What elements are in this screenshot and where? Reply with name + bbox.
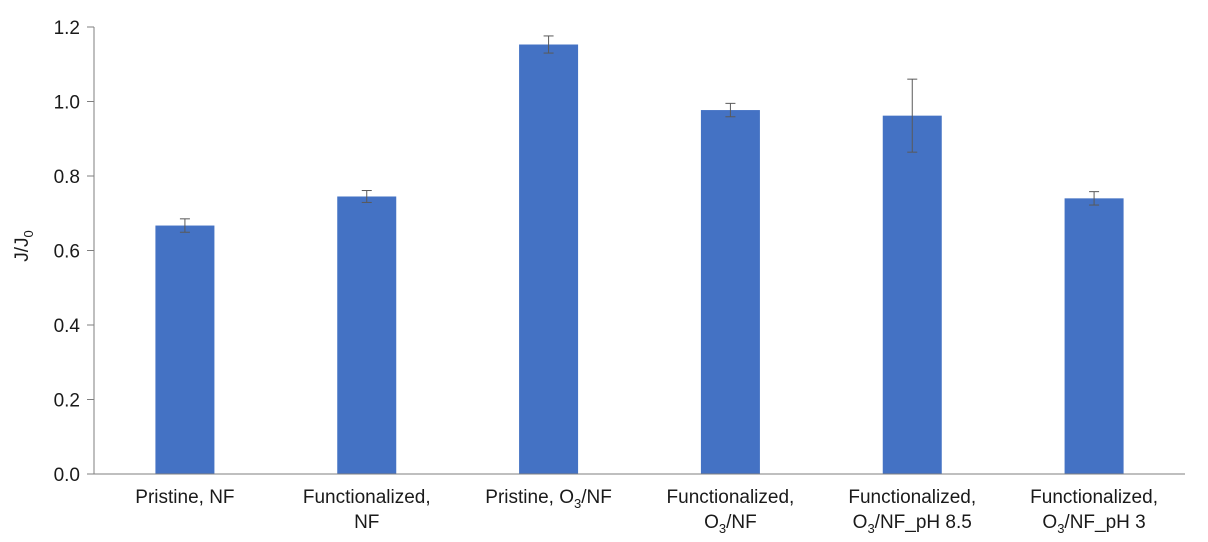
subscript: 3 <box>867 521 874 536</box>
x-category-label-line: Functionalized, <box>1030 487 1158 508</box>
subscript: 3 <box>574 496 581 511</box>
bar <box>337 196 397 475</box>
label-text: /NF <box>726 512 757 533</box>
error-bars <box>179 35 1100 233</box>
y-tick-label: 0.4 <box>54 316 81 337</box>
label-text: Pristine, NF <box>135 487 234 508</box>
bar <box>700 110 760 474</box>
y-tick-label: 1.2 <box>54 18 80 39</box>
y-tick-label: 1.0 <box>54 93 80 114</box>
x-category-label: Functionalized, O3/NF_pH 8.5 <box>848 487 976 536</box>
bar <box>155 225 215 474</box>
bar <box>519 44 579 474</box>
x-category-label: Functionalized, NF <box>303 487 431 533</box>
x-category-label-line: Functionalized, <box>303 487 431 508</box>
label-text: /NF_pH 3 <box>1064 512 1145 533</box>
label-text: /NF <box>581 487 612 508</box>
subscript: 3 <box>1057 521 1064 536</box>
x-category-label: Functionalized, O3/NF_pH 3 <box>1030 487 1158 536</box>
label-text: Pristine, O <box>485 487 574 508</box>
bars <box>155 44 1124 475</box>
y-tick-label: 0.6 <box>54 242 80 263</box>
x-category-label-line: Functionalized, <box>667 487 795 508</box>
x-category-label-line: O3/NF <box>704 512 757 536</box>
bar <box>1064 198 1124 474</box>
x-category-label-line: O3/NF_pH 3 <box>1042 512 1145 536</box>
x-category-label: Functionalized, O3/NF <box>667 487 795 536</box>
subscript: 3 <box>719 521 726 536</box>
x-category-label-line: Pristine, NF <box>135 487 234 508</box>
y-tick-label: 0.8 <box>54 167 80 188</box>
y-axis-title-base: J/J <box>12 237 33 261</box>
label-text: O <box>853 512 868 533</box>
y-axis-title-subscript: 0 <box>21 230 36 237</box>
bar <box>882 115 942 474</box>
label-text: Functionalized, <box>1030 487 1158 508</box>
x-category-label: Pristine, O3/NF <box>485 487 612 511</box>
y-tick-label: 0.2 <box>54 391 80 412</box>
x-category-label-line: O3/NF_pH 8.5 <box>853 512 972 536</box>
label-text: Functionalized, <box>848 487 976 508</box>
x-category-label-line: Functionalized, <box>848 487 976 508</box>
x-category-label-line: NF <box>354 512 379 533</box>
y-tick-label: 0.0 <box>54 465 80 486</box>
label-text: O <box>1042 512 1057 533</box>
y-axis-title: J/J0 <box>12 230 36 262</box>
x-category-label: Pristine, NF <box>135 487 234 508</box>
label-text: NF <box>354 512 379 533</box>
label-text: Functionalized, <box>303 487 431 508</box>
label-text: Functionalized, <box>667 487 795 508</box>
x-category-label-line: Pristine, O3/NF <box>485 487 612 511</box>
x-axis: Pristine, NF Functionalized, NF Pristine, O… <box>94 473 1185 536</box>
label-text: /NF_pH 8.5 <box>875 512 972 533</box>
label-text: O <box>704 512 719 533</box>
y-axis: 0.0 0.2 0.4 0.6 0.8 1.0 1.2 <box>54 18 95 486</box>
